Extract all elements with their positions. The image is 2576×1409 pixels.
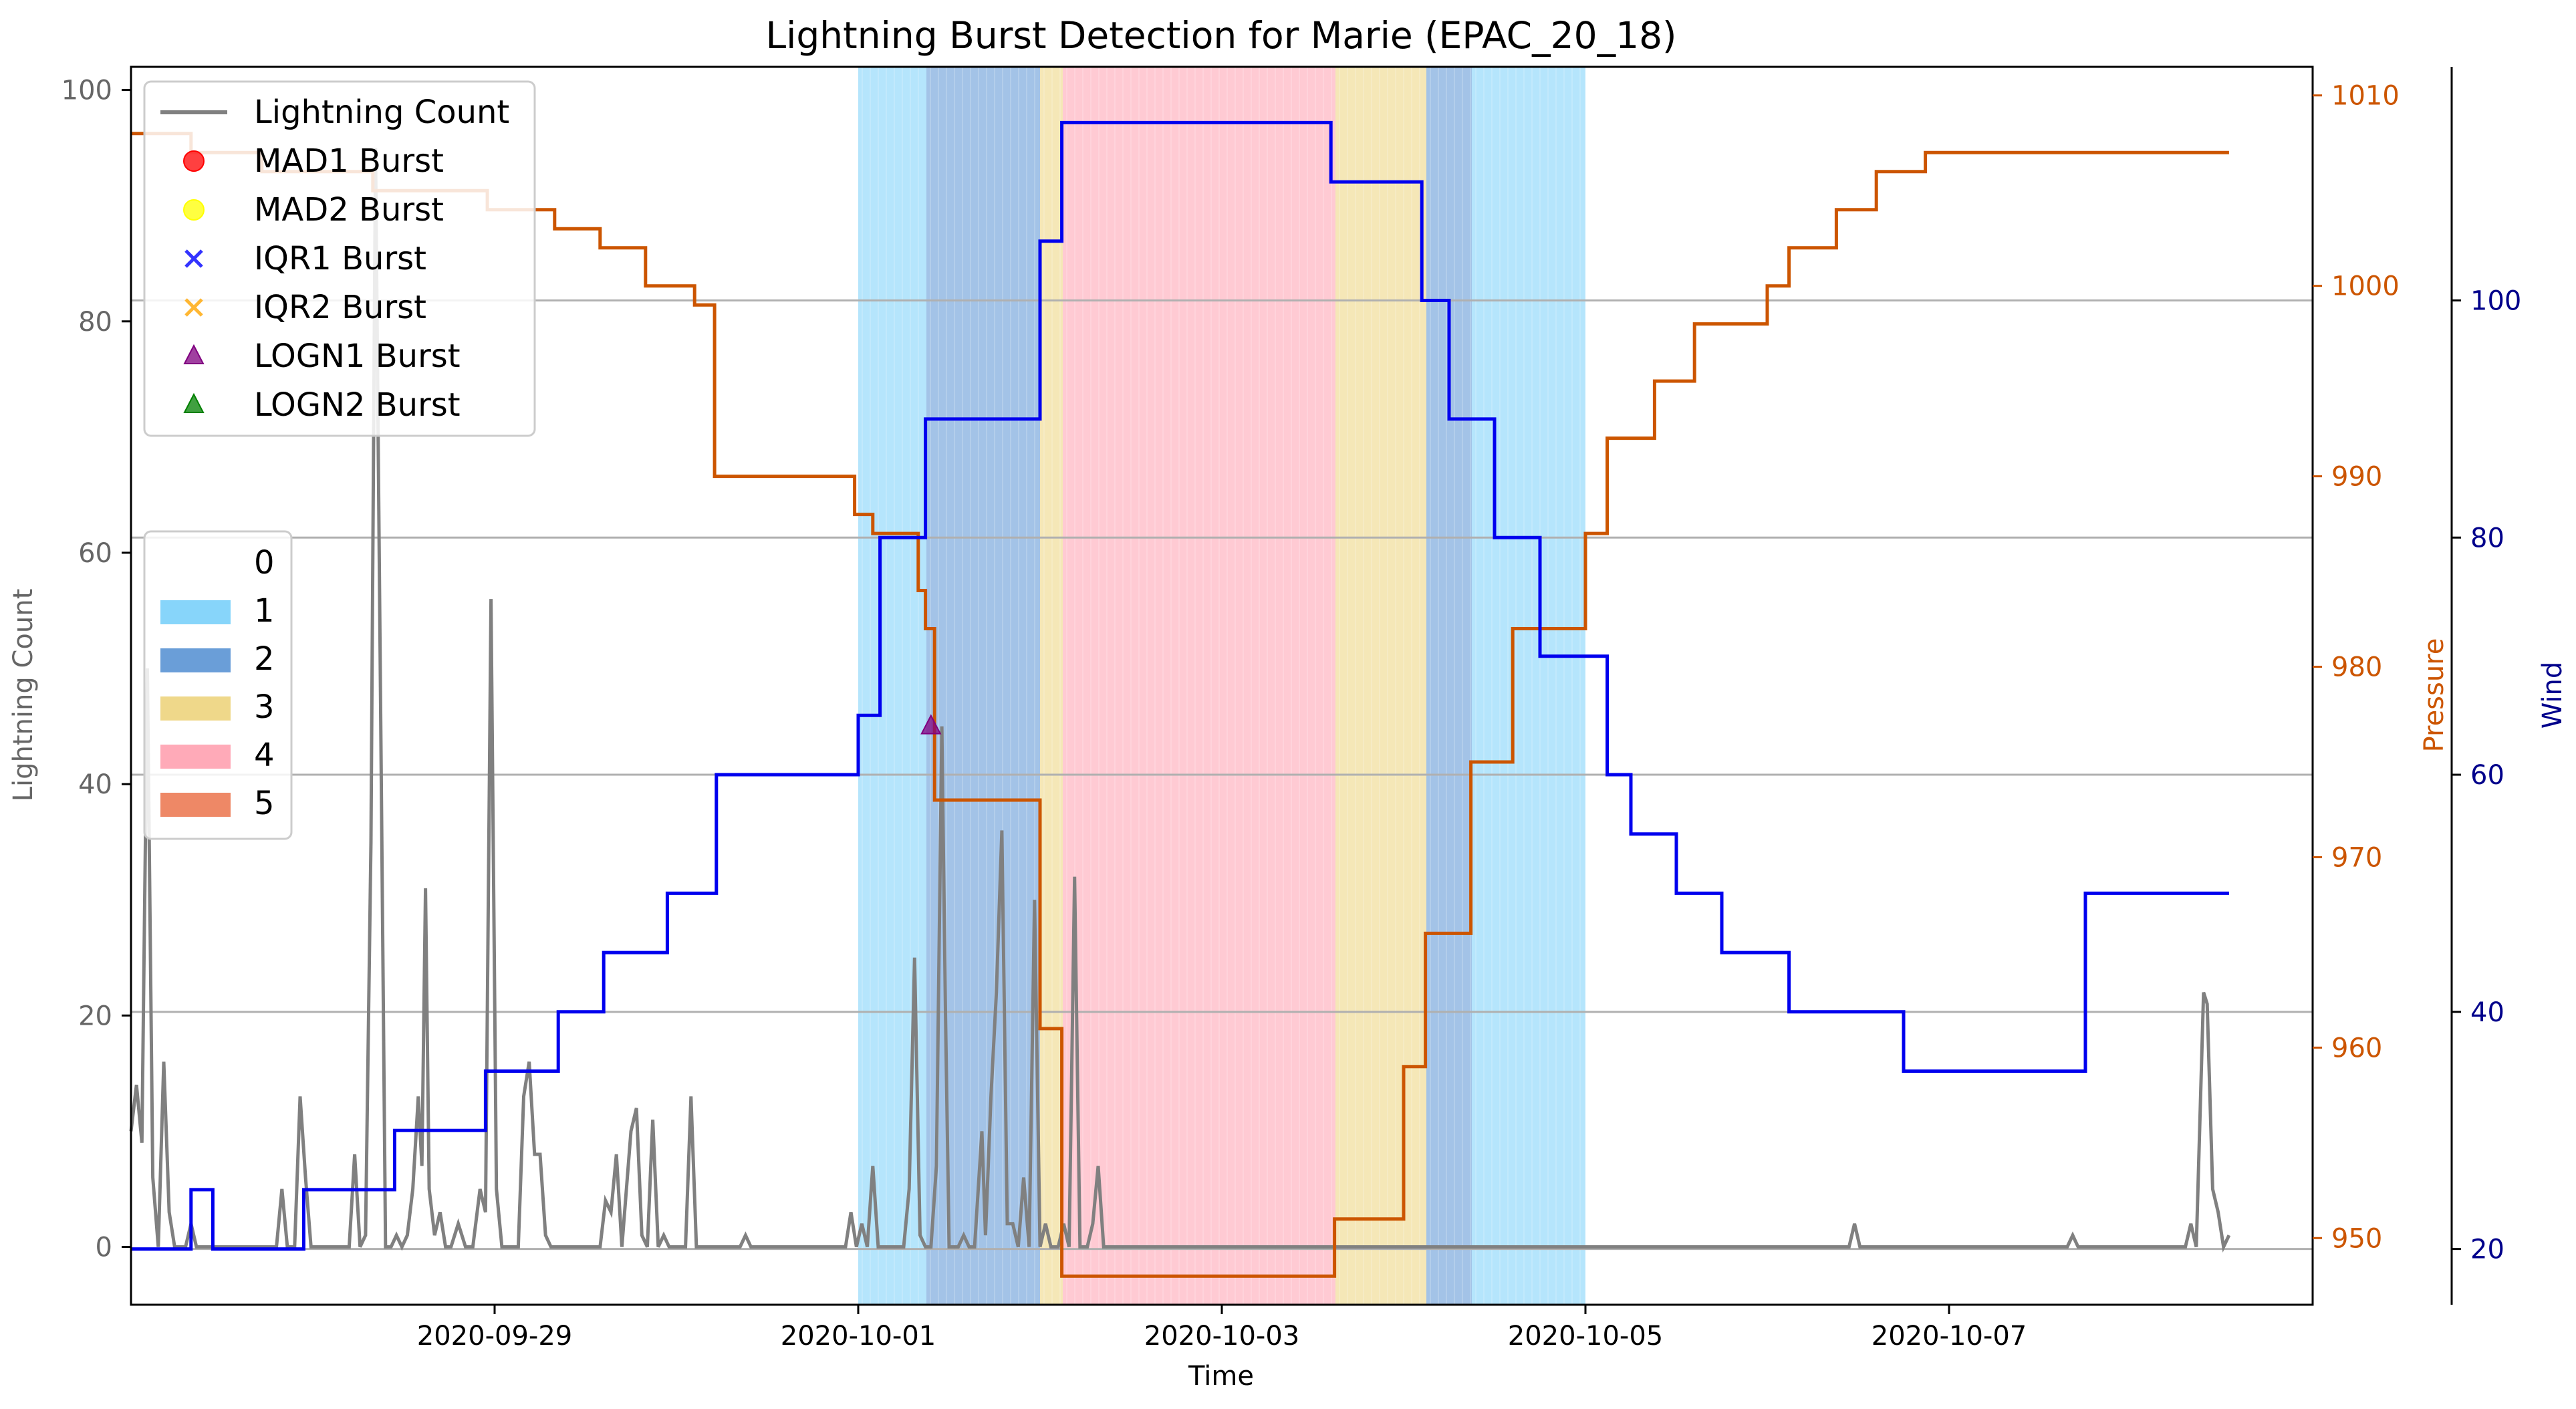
y-tick-label-left: 80	[78, 307, 112, 338]
legend-category-label: 0	[254, 544, 275, 582]
legend-category-swatch	[160, 648, 231, 672]
y-tick-label-left: 0	[96, 1232, 112, 1263]
y-tick-label-pressure: 990	[2331, 462, 2382, 493]
x-axis-label: Time	[1188, 1361, 1254, 1392]
category-span-3	[1040, 67, 1063, 1305]
wind-line	[131, 120, 2229, 1251]
y-tick-label-pressure: 1000	[2331, 271, 2400, 302]
x-tick-label: 2020-10-07	[1872, 1321, 2027, 1352]
legend-series-label: Lightning Count	[254, 94, 509, 131]
legend-series-label: IQR1 Burst	[254, 240, 426, 277]
legend-x-icon	[184, 249, 203, 268]
legend-circle-icon	[183, 199, 205, 221]
y-tick-label-wind: 20	[2470, 1235, 2504, 1265]
legend-category-label: 2	[254, 640, 275, 678]
x-tick-label: 2020-10-05	[1508, 1321, 1663, 1352]
category-span-2	[926, 67, 1040, 1305]
lightning-count-line	[129, 148, 2231, 1253]
y-axis-label-wind: Wind	[2537, 662, 2568, 729]
category-spans	[858, 67, 1585, 1305]
x-tick-label: 2020-10-01	[781, 1321, 936, 1352]
legend-triangle-icon	[183, 344, 205, 364]
legend-series-label: MAD1 Burst	[254, 142, 444, 180]
y-axis-label-pressure: Pressure	[2419, 638, 2450, 753]
legend-category-label: 5	[254, 785, 275, 822]
y-tick-label-wind: 40	[2470, 997, 2504, 1028]
category-span-2	[1426, 67, 1472, 1305]
burst-markers	[920, 714, 942, 735]
legend-category-swatch	[160, 552, 231, 576]
y-tick-label-left: 40	[78, 769, 112, 800]
y-tick-label-pressure: 960	[2331, 1033, 2382, 1063]
legend-category-swatch	[160, 793, 231, 817]
category-span-1	[858, 67, 926, 1305]
legend-category-swatch	[160, 745, 231, 769]
y-tick-label-left: 20	[78, 1001, 112, 1031]
category-span-4	[1063, 67, 1335, 1305]
category-span-1	[1472, 67, 1585, 1305]
y-tick-label-pressure: 950	[2331, 1223, 2382, 1254]
legend-series-label: LOGN2 Burst	[254, 386, 461, 424]
legend-x-icon	[184, 298, 203, 317]
legend-series-box	[143, 80, 536, 437]
y-tick-label-pressure: 1010	[2331, 81, 2400, 112]
legend-category-swatch	[160, 696, 231, 721]
legend-series-label: LOGN1 Burst	[254, 338, 461, 375]
y-tick-label-pressure: 970	[2331, 842, 2382, 873]
legend-series: Lightning Count MAD1 Burst MAD2 Burst IQR1 …	[143, 80, 536, 437]
y-tick-label-left: 60	[78, 538, 112, 569]
y-axis-label-lightning: Lightning Count	[8, 589, 39, 802]
chart-title: Lightning Burst Detection for Marie (EPA…	[765, 14, 1676, 57]
legend-triangle-icon	[183, 392, 205, 413]
pressure-line	[131, 132, 2229, 1278]
legend-category-label: 3	[254, 688, 275, 726]
y-tick-label-wind: 80	[2470, 523, 2504, 553]
legend-circle-icon	[183, 150, 205, 172]
legend-category-label: 1	[254, 592, 275, 630]
legend-series-label: IQR2 Burst	[254, 289, 426, 326]
y-tick-label-left: 100	[61, 76, 112, 106]
legend-category-swatch	[160, 600, 231, 624]
legend-category-label: 4	[254, 737, 275, 774]
y-tick-label-pressure: 980	[2331, 652, 2382, 683]
legend-series-label: MAD2 Burst	[254, 191, 444, 229]
y-tick-label-wind: 60	[2470, 760, 2504, 791]
x-tick-label: 2020-10-03	[1144, 1321, 1299, 1352]
series-layer	[129, 120, 2231, 1278]
logn1-burst-marker	[920, 714, 942, 735]
legend-categories: 0 1 2 3 4 5	[143, 530, 293, 840]
category-span-3	[1335, 67, 1426, 1305]
axes: 2020-09-29 2020-10-01 2020-10-03 2020-10-05…	[61, 67, 2521, 1352]
x-tick-label: 2020-09-29	[417, 1321, 572, 1352]
y-tick-label-wind: 100	[2470, 285, 2521, 316]
